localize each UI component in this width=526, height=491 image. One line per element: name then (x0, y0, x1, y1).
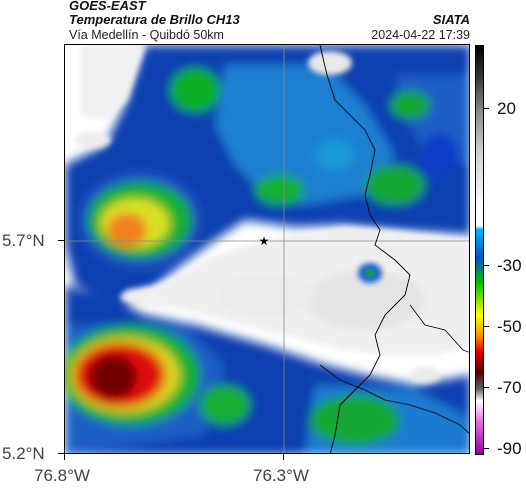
cbar-label-20: 20 (497, 99, 516, 118)
lon-label-76.3: 76.3°W (253, 466, 309, 485)
product-title: Temperatura de Brillo CH13 (69, 12, 240, 27)
cbar-tick (484, 108, 489, 109)
lat-label-5.7: 5.7°N (2, 231, 45, 250)
cbar-tick (484, 448, 489, 449)
cbar-label-minus30: -30 (497, 256, 522, 275)
cbar-tick (484, 265, 489, 266)
cbar-label-minus70: -70 (497, 378, 522, 397)
organization-label: SIATA (432, 12, 470, 27)
cbar-label-minus50: -50 (497, 317, 522, 336)
datetime-label: 2024-04-22 17:39 (371, 28, 470, 42)
cloud-field: ★ (65, 45, 469, 453)
satellite-map: ★ (64, 44, 470, 454)
lat-tick (58, 453, 64, 454)
lon-tick (64, 454, 65, 460)
department-border (319, 45, 411, 453)
lat-label-5.2: 5.2°N (2, 444, 45, 463)
cbar-tick (484, 326, 489, 327)
satellite-title: GOES-EAST (69, 0, 146, 13)
lon-tick (283, 454, 284, 460)
star-icon: ★ (259, 234, 270, 248)
cbar-label-minus90: -90 (497, 439, 522, 458)
lat-tick (58, 240, 64, 241)
colorbar (475, 45, 484, 455)
region-subtitle: Vía Medellín - Quibdó 50km (69, 28, 224, 42)
country-border (319, 364, 469, 434)
lon-label-76.8: 76.8°W (34, 466, 90, 485)
cbar-tick (484, 387, 489, 388)
